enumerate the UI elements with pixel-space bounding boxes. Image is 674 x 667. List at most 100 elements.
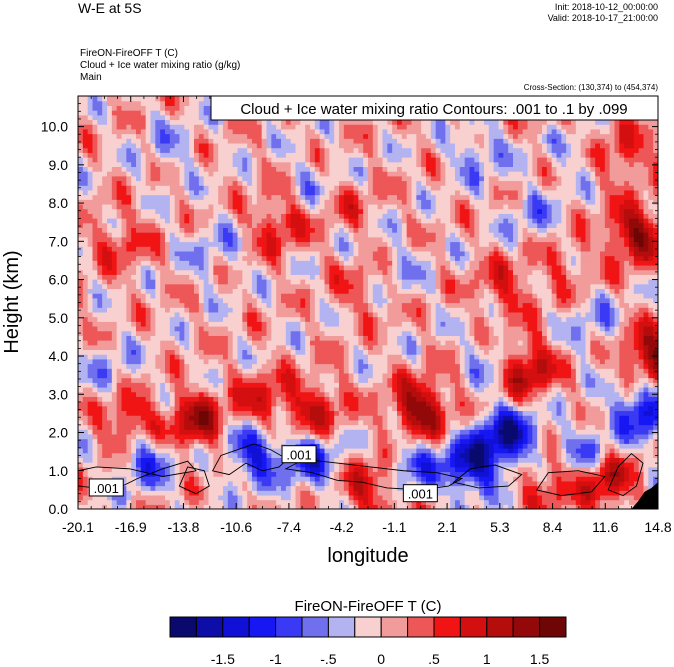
heatmap-cell	[223, 405, 229, 412]
heatmap-cell	[426, 447, 432, 454]
heatmap-cell	[532, 504, 538, 509]
heatmap-cell	[87, 499, 94, 505]
heatmap-cell	[194, 330, 200, 336]
heatmap-cell	[571, 358, 577, 365]
heatmap-cell	[237, 419, 243, 426]
heatmap-cell	[401, 462, 408, 468]
heatmap-cell	[300, 335, 306, 341]
heatmap-cell	[208, 438, 214, 444]
heatmap-cell	[256, 349, 263, 355]
heatmap-cell	[198, 316, 205, 322]
heatmap-cell	[92, 344, 98, 351]
heatmap-cell	[111, 354, 118, 360]
heatmap-cell	[179, 485, 185, 491]
heatmap-cell	[160, 363, 166, 369]
heatmap-cell	[194, 340, 200, 346]
heatmap-cell	[194, 452, 200, 458]
heatmap-cell	[131, 311, 137, 318]
heatmap-cell	[397, 424, 403, 430]
heatmap-cell	[575, 340, 582, 346]
heatmap-cell	[464, 410, 471, 416]
heatmap-cell	[343, 396, 350, 402]
heatmap-cell	[78, 485, 84, 491]
heatmap-cell	[271, 382, 277, 388]
heatmap-cell	[319, 321, 326, 327]
heatmap-cell	[464, 382, 471, 388]
heatmap-cell	[648, 480, 654, 487]
heatmap-cell	[585, 330, 591, 336]
heatmap-cell	[484, 330, 490, 336]
heatmap-cell	[87, 415, 94, 421]
heatmap-cell	[372, 382, 379, 388]
heatmap-cell	[585, 490, 591, 496]
heatmap-cell	[546, 321, 553, 327]
heatmap-cell	[213, 485, 219, 491]
heatmap-cell	[368, 499, 374, 505]
heatmap-cell	[92, 386, 98, 393]
heatmap-cell	[556, 377, 562, 383]
heatmap-cell	[397, 349, 403, 355]
heatmap-cell	[590, 396, 596, 402]
heatmap-cell	[305, 335, 311, 341]
heatmap-cell	[585, 396, 591, 402]
heatmap-cell	[532, 335, 538, 341]
heatmap-cell	[184, 433, 190, 440]
heatmap-cell	[517, 485, 524, 491]
heatmap-cell	[604, 419, 611, 426]
heatmap-cell	[522, 462, 529, 468]
heatmap-cell	[479, 480, 485, 487]
heatmap-cell	[155, 494, 161, 501]
heatmap-cell	[271, 499, 277, 505]
heatmap-cell	[464, 325, 471, 332]
heatmap-cell	[580, 443, 587, 449]
heatmap-cell	[556, 480, 562, 487]
heatmap-cell	[314, 415, 321, 421]
heatmap-cell	[227, 321, 234, 327]
heatmap-cell	[430, 325, 437, 332]
heatmap-cell	[179, 311, 185, 318]
heatmap-cell	[566, 447, 572, 454]
heatmap-cell	[653, 410, 658, 416]
heatmap-cell	[78, 325, 84, 332]
heatmap-cell	[571, 386, 577, 393]
heatmap-cell	[585, 321, 591, 327]
heatmap-cell	[329, 382, 335, 388]
heatmap-cell	[633, 433, 640, 440]
heatmap-cell	[160, 429, 166, 435]
heatmap-cell	[227, 452, 234, 458]
heatmap-cell	[329, 462, 335, 468]
heatmap-cell	[368, 466, 374, 473]
heatmap-cell	[551, 354, 558, 360]
heatmap-cell	[276, 410, 282, 416]
heatmap-cell	[218, 330, 224, 336]
heatmap-cell	[285, 424, 292, 430]
heatmap-cell	[643, 382, 649, 388]
heatmap-cell	[440, 368, 446, 374]
heatmap-cell	[102, 363, 108, 369]
heatmap-cell	[527, 391, 533, 397]
heatmap-cell	[174, 354, 181, 360]
heatmap-cell	[643, 401, 649, 407]
heatmap-cell	[184, 410, 190, 416]
heatmap-cell	[633, 443, 640, 449]
heatmap-cell	[551, 471, 558, 477]
heatmap-cell	[334, 340, 340, 346]
heatmap-cell	[459, 358, 466, 365]
heatmap-cell	[474, 321, 480, 327]
heatmap-cell	[522, 396, 529, 402]
heatmap-cell	[590, 433, 596, 440]
heatmap-cell	[310, 485, 316, 491]
heatmap-cell	[493, 433, 500, 440]
heatmap-cell	[227, 447, 234, 454]
heatmap-cell	[150, 476, 156, 482]
heatmap-cell	[319, 438, 326, 444]
heatmap-cell	[561, 415, 567, 421]
heatmap-cell	[445, 401, 451, 407]
heatmap-cell	[517, 443, 524, 449]
heatmap-cell	[363, 340, 369, 346]
heatmap-cell	[174, 368, 181, 374]
heatmap-cell	[348, 471, 355, 477]
heatmap-cell	[97, 462, 103, 468]
heatmap-cell	[189, 452, 195, 458]
heatmap-cell	[430, 499, 437, 505]
